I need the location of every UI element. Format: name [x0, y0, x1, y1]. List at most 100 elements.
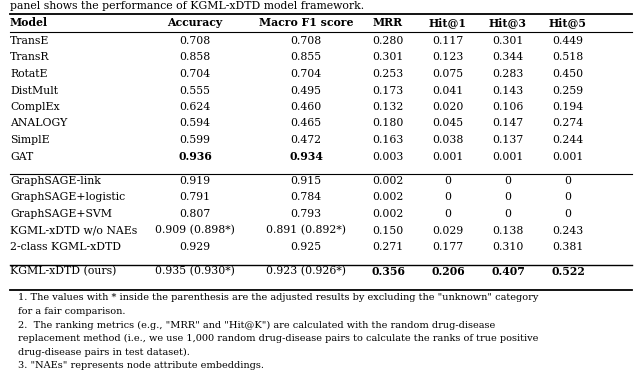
Text: 0.891 (0.892*): 0.891 (0.892*) [266, 225, 346, 236]
Text: 0.407: 0.407 [491, 266, 525, 277]
Text: 0.106: 0.106 [492, 102, 524, 112]
Text: 3. "NAEs" represents node attribute embeddings.: 3. "NAEs" represents node attribute embe… [18, 361, 264, 370]
Text: 0.704: 0.704 [291, 69, 321, 79]
Text: KGML-xDTD (ours): KGML-xDTD (ours) [10, 266, 116, 277]
Text: 0: 0 [504, 209, 511, 219]
Text: DistMult: DistMult [10, 86, 58, 96]
Text: 0.206: 0.206 [431, 266, 465, 277]
Text: 0.001: 0.001 [552, 151, 584, 161]
Text: 0.301: 0.301 [372, 53, 404, 62]
Text: 0.784: 0.784 [291, 192, 321, 202]
Text: 0.793: 0.793 [291, 209, 321, 219]
Text: 0: 0 [445, 176, 451, 186]
Text: 0.137: 0.137 [492, 135, 524, 145]
Text: 0.450: 0.450 [552, 69, 584, 79]
Text: ANALOGY: ANALOGY [10, 118, 67, 128]
Text: 0.271: 0.271 [372, 242, 404, 252]
Text: Hit@1: Hit@1 [429, 17, 467, 29]
Text: TransR: TransR [10, 53, 49, 62]
Text: Model: Model [10, 17, 48, 29]
Text: 0.807: 0.807 [179, 209, 211, 219]
Text: 0.344: 0.344 [492, 53, 524, 62]
Text: GraphSAGE-link: GraphSAGE-link [10, 176, 101, 186]
Text: 0.791: 0.791 [179, 192, 211, 202]
Text: 0.194: 0.194 [552, 102, 584, 112]
Text: 0.919: 0.919 [179, 176, 211, 186]
Text: drug-disease pairs in test dataset).: drug-disease pairs in test dataset). [18, 348, 190, 356]
Text: panel shows the performance of KGML-xDTD model framework.: panel shows the performance of KGML-xDTD… [10, 1, 364, 11]
Text: 0.274: 0.274 [552, 118, 584, 128]
Text: for a fair comparison.: for a fair comparison. [18, 307, 125, 316]
Text: 0.163: 0.163 [372, 135, 404, 145]
Text: 0.143: 0.143 [492, 86, 524, 96]
Text: 0.002: 0.002 [372, 209, 404, 219]
Text: 0.915: 0.915 [291, 176, 321, 186]
Text: 0.925: 0.925 [291, 242, 321, 252]
Text: 0.150: 0.150 [372, 226, 404, 236]
Text: 0.923 (0.926*): 0.923 (0.926*) [266, 266, 346, 277]
Text: 0.929: 0.929 [179, 242, 211, 252]
Text: ComplEx: ComplEx [10, 102, 60, 112]
Text: 0.123: 0.123 [432, 53, 464, 62]
Text: 0: 0 [504, 192, 511, 202]
Text: KGML-xDTD w/o NAEs: KGML-xDTD w/o NAEs [10, 226, 137, 236]
Text: 0.280: 0.280 [372, 36, 404, 46]
Text: Accuracy: Accuracy [168, 17, 223, 29]
Text: 0.132: 0.132 [372, 102, 404, 112]
Text: 0.253: 0.253 [372, 69, 404, 79]
Text: Macro F1 score: Macro F1 score [259, 17, 353, 29]
Text: GAT: GAT [10, 151, 33, 161]
Text: 0.177: 0.177 [433, 242, 463, 252]
Text: 0.173: 0.173 [372, 86, 404, 96]
Text: 0.472: 0.472 [291, 135, 321, 145]
Text: 0.708: 0.708 [291, 36, 322, 46]
Text: 0.599: 0.599 [179, 135, 211, 145]
Text: 0: 0 [564, 209, 572, 219]
Text: 0.147: 0.147 [492, 118, 524, 128]
Text: 2-class KGML-xDTD: 2-class KGML-xDTD [10, 242, 121, 252]
Text: 0: 0 [564, 176, 572, 186]
Text: 0.038: 0.038 [432, 135, 464, 145]
Text: 0.594: 0.594 [179, 118, 211, 128]
Text: 0.858: 0.858 [179, 53, 211, 62]
Text: 0.002: 0.002 [372, 176, 404, 186]
Text: 0.704: 0.704 [179, 69, 211, 79]
Text: 0.449: 0.449 [552, 36, 584, 46]
Text: 0.708: 0.708 [179, 36, 211, 46]
Text: SimplE: SimplE [10, 135, 50, 145]
Text: 0.075: 0.075 [433, 69, 463, 79]
Text: replacement method (i.e., we use 1,000 random drug-disease pairs to calculate th: replacement method (i.e., we use 1,000 r… [18, 334, 538, 343]
Text: 0: 0 [445, 192, 451, 202]
Text: 0.180: 0.180 [372, 118, 404, 128]
Text: 0.045: 0.045 [433, 118, 463, 128]
Text: MRR: MRR [373, 17, 403, 29]
Text: 0.002: 0.002 [372, 192, 404, 202]
Text: 0.381: 0.381 [552, 242, 584, 252]
Text: GraphSAGE+SVM: GraphSAGE+SVM [10, 209, 112, 219]
Text: 0.460: 0.460 [291, 102, 322, 112]
Text: 0.244: 0.244 [552, 135, 584, 145]
Text: 0.138: 0.138 [492, 226, 524, 236]
Text: 0.356: 0.356 [371, 266, 405, 277]
Text: 0.934: 0.934 [289, 151, 323, 162]
Text: 0.909 (0.898*): 0.909 (0.898*) [155, 225, 235, 236]
Text: 0.301: 0.301 [492, 36, 524, 46]
Text: 0.001: 0.001 [432, 151, 464, 161]
Text: 1. The values with * inside the parenthesis are the adjusted results by excludin: 1. The values with * inside the parenthe… [18, 293, 538, 303]
Text: 0.283: 0.283 [492, 69, 524, 79]
Text: 0.243: 0.243 [552, 226, 584, 236]
Text: Hit@3: Hit@3 [489, 17, 527, 29]
Text: 0.518: 0.518 [552, 53, 584, 62]
Text: GraphSAGE+logistic: GraphSAGE+logistic [10, 192, 125, 202]
Text: TransE: TransE [10, 36, 49, 46]
Text: 0.522: 0.522 [551, 266, 585, 277]
Text: 0.001: 0.001 [492, 151, 524, 161]
Text: 0.465: 0.465 [291, 118, 321, 128]
Text: 0.003: 0.003 [372, 151, 404, 161]
Text: RotatE: RotatE [10, 69, 47, 79]
Text: 0.936: 0.936 [178, 151, 212, 162]
Text: 0.041: 0.041 [433, 86, 463, 96]
Text: 0.259: 0.259 [552, 86, 584, 96]
Text: 0: 0 [445, 209, 451, 219]
Text: 0.020: 0.020 [432, 102, 464, 112]
